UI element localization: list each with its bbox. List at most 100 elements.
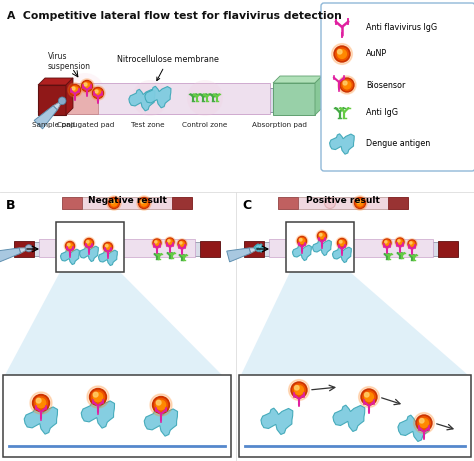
Circle shape [340,78,354,92]
Circle shape [109,197,119,208]
Polygon shape [66,78,73,115]
Circle shape [25,245,32,252]
Circle shape [325,197,336,208]
Bar [14,241,34,257]
Circle shape [72,87,75,90]
Circle shape [132,80,168,116]
Polygon shape [292,245,311,260]
Polygon shape [0,248,20,262]
Polygon shape [241,272,468,375]
Circle shape [80,79,94,93]
Circle shape [67,243,70,246]
Circle shape [36,398,46,408]
Circle shape [58,97,66,105]
Circle shape [338,240,346,247]
Circle shape [339,241,342,243]
Polygon shape [129,89,155,111]
Text: Negative result: Negative result [88,196,166,205]
Circle shape [70,84,81,95]
Bar [438,241,458,257]
Circle shape [102,241,114,253]
Circle shape [67,243,73,248]
Polygon shape [315,81,322,112]
Circle shape [33,395,49,412]
Circle shape [90,389,107,406]
Circle shape [359,387,379,408]
Circle shape [84,238,93,248]
Circle shape [180,242,184,246]
Polygon shape [61,249,79,265]
Bar [239,375,471,457]
Circle shape [385,241,389,245]
Circle shape [187,80,223,116]
Circle shape [93,392,103,402]
Polygon shape [145,86,171,108]
Circle shape [336,237,348,249]
Circle shape [111,200,114,203]
Circle shape [71,86,79,95]
Circle shape [353,196,367,210]
Circle shape [383,239,391,247]
Circle shape [410,242,412,244]
Text: Anti flavivirus IgG: Anti flavivirus IgG [366,23,437,31]
Circle shape [296,235,308,247]
Circle shape [382,238,392,248]
Circle shape [94,89,102,97]
Bar [38,88,315,112]
Polygon shape [5,272,222,375]
Circle shape [138,197,149,208]
Bar [172,197,192,209]
Polygon shape [398,415,430,442]
Circle shape [298,236,307,246]
Polygon shape [273,76,322,83]
Polygon shape [19,248,27,254]
Bar [286,222,354,272]
Bar [56,222,124,272]
Circle shape [111,200,117,206]
Circle shape [141,200,144,203]
Polygon shape [53,102,61,110]
Circle shape [137,196,151,210]
Circle shape [82,81,92,91]
Bar [39,239,195,257]
Circle shape [82,82,91,90]
Circle shape [318,231,327,241]
Polygon shape [34,106,57,129]
Circle shape [385,241,387,243]
Text: AuNP: AuNP [366,49,387,59]
Circle shape [338,76,356,94]
Circle shape [356,199,365,207]
Text: Anti IgG: Anti IgG [366,107,398,117]
Polygon shape [333,405,365,431]
Circle shape [165,237,175,247]
Circle shape [36,398,41,403]
Bar [14,242,220,256]
Text: A  Competitive lateral flow test for flavivirus detection: A Competitive lateral flow test for flav… [7,11,342,21]
Circle shape [300,238,304,243]
Circle shape [357,200,360,203]
Text: Virus
suspension: Virus suspension [48,52,91,71]
Text: Dengue antigen: Dengue antigen [366,138,430,148]
Polygon shape [24,407,57,434]
Bar [278,197,298,209]
FancyBboxPatch shape [321,3,474,171]
Circle shape [342,80,353,90]
Polygon shape [99,250,118,266]
Text: Absorption pad: Absorption pad [253,122,308,128]
Bar [200,241,220,257]
Circle shape [397,239,403,245]
Circle shape [87,386,109,408]
Circle shape [339,241,345,245]
Circle shape [396,238,404,246]
Text: Sample pad: Sample pad [33,122,75,128]
Circle shape [107,196,121,210]
Bar [68,83,270,114]
Polygon shape [38,105,322,112]
Circle shape [168,240,170,242]
Circle shape [337,238,346,248]
Circle shape [83,237,95,249]
Polygon shape [255,244,262,249]
Circle shape [66,242,73,249]
Polygon shape [38,78,73,85]
Circle shape [343,81,347,85]
